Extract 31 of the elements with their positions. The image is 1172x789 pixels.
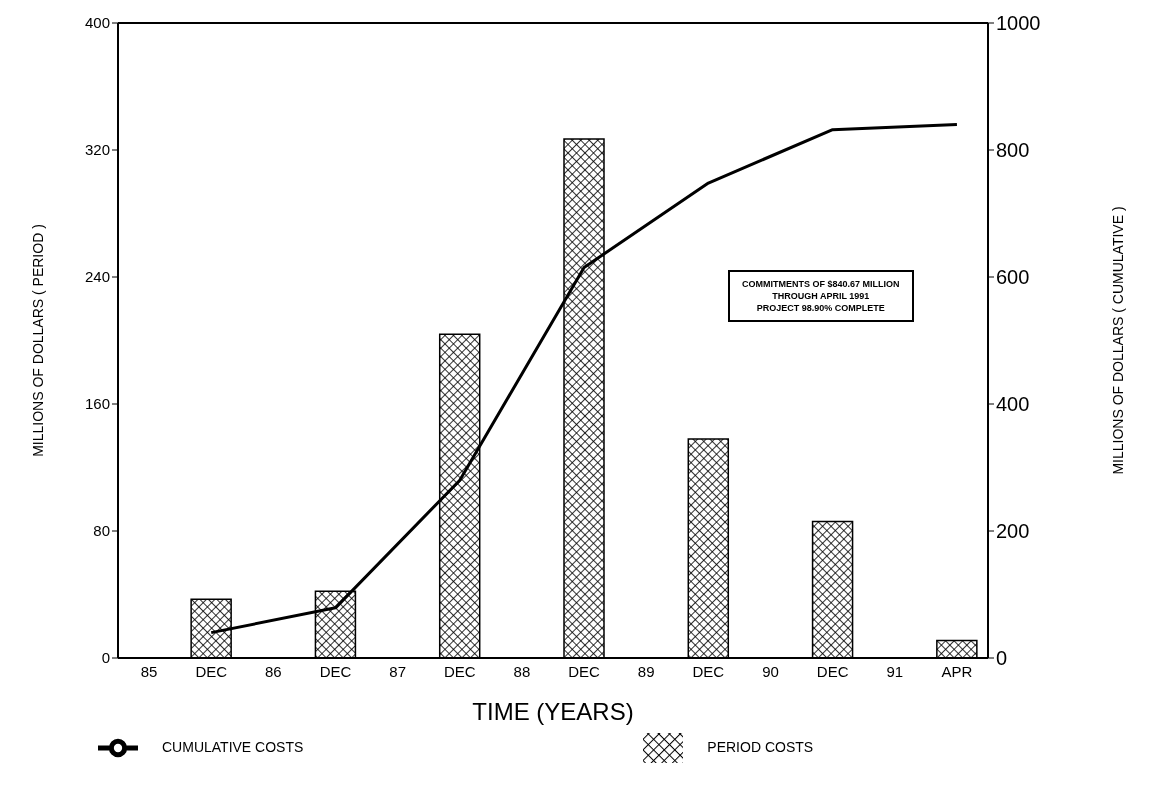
y-tick-label: 80 <box>93 522 110 540</box>
y-tick-label: 240 <box>84 268 110 286</box>
legend-label: PERIOD COSTS <box>707 738 814 755</box>
y2-tick-label: 0 <box>996 647 1008 670</box>
x-tick-label: 91 <box>886 662 904 680</box>
y-tick-label: 320 <box>84 141 110 159</box>
legend-label: CUMULATIVE COSTS <box>162 738 304 755</box>
x-tick-label: DEC <box>319 662 352 680</box>
y2-tick-label: 800 <box>996 139 1030 162</box>
y2-tick-label: 600 <box>996 266 1030 289</box>
x-tick-label: 90 <box>762 662 779 680</box>
y2-tick-label: 200 <box>996 520 1030 543</box>
x-tick-label: APR <box>941 662 973 680</box>
x-tick-label: 86 <box>265 662 282 680</box>
y-axis-title: MILLIONS OF DOLLARS ( PERIOD ) <box>29 224 46 457</box>
x-tick-label: 87 <box>389 662 406 680</box>
x-tick-label: DEC <box>816 662 849 680</box>
x-tick-label: 85 <box>140 662 158 680</box>
x-tick-label: DEC <box>195 662 228 680</box>
x-tick-label: DEC <box>443 662 476 680</box>
x-tick-label: DEC <box>568 662 601 680</box>
y-tick-label: 400 <box>84 14 110 32</box>
x-tick-label: 88 <box>513 662 531 680</box>
y2-axis-title: MILLIONS OF DOLLARS ( CUMULATIVE ) <box>1109 206 1126 475</box>
y2-tick-label: 1000 <box>996 12 1041 35</box>
x-tick-label: 89 <box>637 662 655 680</box>
y2-tick-label: 400 <box>996 393 1030 416</box>
x-tick-label: DEC <box>692 662 725 680</box>
y-tick-label: 160 <box>84 395 110 413</box>
y-tick-label: 0 <box>101 649 110 667</box>
x-axis-title: TIME (YEARS) <box>472 698 634 725</box>
